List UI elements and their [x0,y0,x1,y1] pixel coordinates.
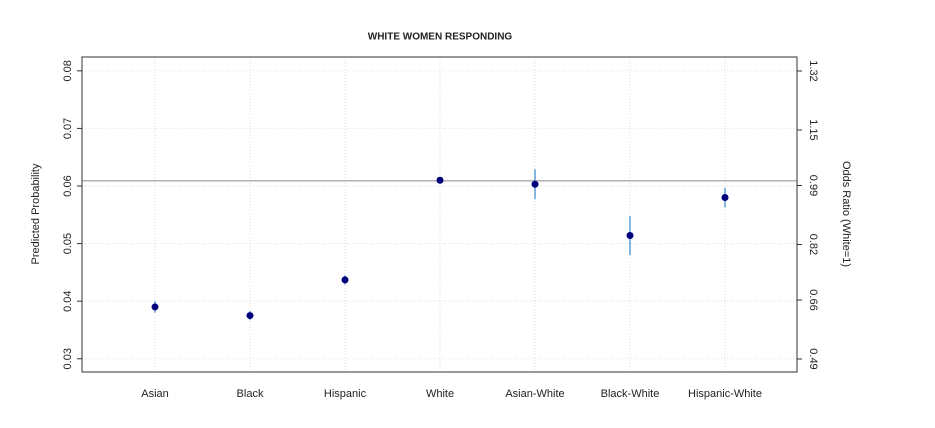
point [151,303,159,311]
x-tick-label: White [426,388,454,400]
plot-frame [81,56,798,373]
y2-tick-label: 1.15 [807,119,819,140]
y2-tick-label: 1.32 [807,60,819,81]
y2-axis-label: Odds Ratio (White=1) [840,161,852,267]
y-tick-label: 0.05 [62,233,74,254]
y-tick-label: 0.06 [62,175,74,196]
point [531,180,539,188]
chart-title: WHITE WOMEN RESPONDING [368,32,513,43]
y2-tick-label: 0.66 [807,289,819,310]
y-axis-label: Predicted Probability [30,163,42,264]
x-tick-label: Hispanic-White [688,388,762,400]
point [246,312,254,320]
y-tick-label: 0.08 [62,60,74,81]
x-tick-label: Asian [141,388,169,400]
x-tick-label: Black-White [601,388,660,400]
x-tick-label: Asian-White [505,388,564,400]
x-tick-label: Black [237,388,264,400]
y-tick-label: 0.03 [62,348,74,369]
point [436,176,444,184]
point [721,194,729,202]
point [341,276,349,284]
y2-tick-label: 0.99 [807,175,819,196]
point [626,232,634,240]
x-tick-label: Hispanic [324,388,367,400]
y-tick-label: 0.07 [62,118,74,139]
y2-tick-label: 0.49 [807,348,819,369]
y2-tick-label: 0.82 [807,234,819,255]
y-tick-label: 0.04 [62,290,74,311]
